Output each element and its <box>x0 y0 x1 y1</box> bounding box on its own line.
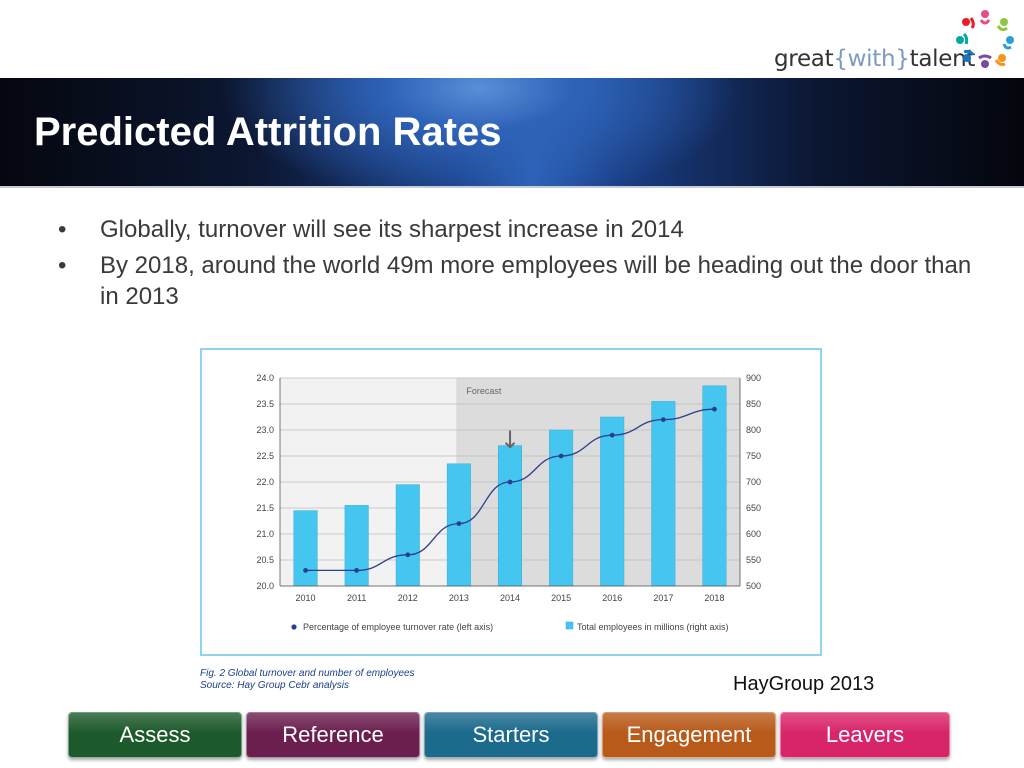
logo-brace-close: } <box>895 46 910 72</box>
right-tick-label: 700 <box>746 477 761 487</box>
nav-assess-button[interactable]: Assess <box>68 712 242 758</box>
bullet-marker: • <box>58 252 67 279</box>
bullet-item: • By 2018, around the world 49m more empl… <box>58 250 978 312</box>
nav-reference-button[interactable]: Reference <box>246 712 420 758</box>
turnover-point-2011 <box>354 568 360 573</box>
left-tick-label: 21.0 <box>256 529 274 539</box>
x-tick-label: 2016 <box>602 593 622 603</box>
bar-2011 <box>344 505 369 587</box>
chart-frame: Forecast ↓ 20.0 20.5 21.0 21.5 22.0 22.5 23.0 23.… <box>200 348 822 656</box>
x-tick-label: 2011 <box>347 593 366 603</box>
left-tick-label: 23.5 <box>256 399 274 409</box>
logo-text-great: great <box>774 46 834 72</box>
bullet-marker: • <box>58 216 67 243</box>
bar-2010 <box>293 510 318 587</box>
bar-2018 <box>702 385 727 587</box>
bar-2017 <box>651 401 676 587</box>
turnover-point-2017 <box>660 417 666 422</box>
nav-starters-button[interactable]: Starters <box>424 712 598 758</box>
bar-2016 <box>600 416 625 587</box>
figure-caption-title: Fig. 2 Global turnover and number of emp… <box>200 668 415 679</box>
right-tick-label: 900 <box>746 373 761 383</box>
bullet-text: By 2018, around the world 49m more emplo… <box>100 252 972 310</box>
legend-line-marker <box>291 624 297 630</box>
nav-leavers-button[interactable]: Leavers <box>780 712 950 758</box>
right-tick-label: 800 <box>746 425 761 435</box>
right-tick-label: 650 <box>746 503 761 513</box>
source-label: HayGroup 2013 <box>733 673 875 695</box>
figure-caption: Fig. 2 Global turnover and number of emp… <box>200 668 415 692</box>
forecast-label: Forecast <box>466 386 502 396</box>
turnover-point-2012 <box>405 552 411 558</box>
turnover-point-2014 <box>507 479 513 485</box>
x-tick-label: 2018 <box>704 593 724 603</box>
turnover-point-2015 <box>558 453 564 459</box>
banner-divider <box>0 186 1024 188</box>
x-tick-label: 2010 <box>296 593 316 603</box>
bullet-text: Globally, turnover will see its sharpest… <box>100 216 684 243</box>
turnover-point-2013 <box>456 521 462 526</box>
nav-engagement-button[interactable]: Engagement <box>602 712 776 758</box>
right-tick-label: 500 <box>746 581 761 591</box>
stage-nav: Assess Reference Starters Engagement Lea… <box>68 712 950 760</box>
x-tick-label: 2015 <box>551 593 571 603</box>
right-tick-label: 850 <box>746 399 761 409</box>
bar-2014 <box>497 445 523 587</box>
nav-reference-label: Reference <box>282 722 384 747</box>
bullet-list: • Globally, turnover will see its sharpes… <box>58 214 978 317</box>
x-tick-label: 2017 <box>653 593 673 603</box>
nav-engagement-label: Engagement <box>626 722 752 747</box>
slide-title: Predicted Attrition Rates <box>34 110 502 154</box>
left-tick-label: 21.5 <box>256 503 274 513</box>
brand-logo: great{with}talent <box>770 8 1020 72</box>
nav-assess-label: Assess <box>119 722 191 747</box>
right-tick-label: 600 <box>746 529 761 539</box>
left-tick-label: 24.0 <box>256 373 274 383</box>
title-banner <box>0 78 1024 186</box>
right-tick-label: 550 <box>746 555 761 565</box>
x-tick-label: 2013 <box>449 593 469 603</box>
legend-bar-marker <box>565 621 574 630</box>
x-tick-label: 2014 <box>500 593 520 603</box>
legend-bar-label: Total employees in millions (right axis) <box>577 622 729 632</box>
x-tick-label: 2012 <box>398 593 418 603</box>
left-tick-label: 20.5 <box>256 555 274 565</box>
nav-leavers-label: Leavers <box>825 722 905 747</box>
left-tick-label: 22.5 <box>256 451 274 461</box>
legend-line-label: Percentage of employee turnover rate (le… <box>303 622 493 632</box>
turnover-point-2018 <box>712 406 717 412</box>
figure-caption-source: Source: Hay Group Cebr analysis <box>200 680 349 691</box>
left-tick-label: 20.0 <box>256 581 274 591</box>
people-ring-icon <box>956 10 1014 68</box>
left-tick-label: 23.0 <box>256 425 274 435</box>
bar-2015 <box>549 429 574 587</box>
turnover-point-2010 <box>303 568 308 573</box>
right-tick-label: 750 <box>746 451 761 461</box>
turnover-chart: Forecast ↓ 20.0 20.5 21.0 21.5 22.0 22.5 23.0 23.… <box>256 373 761 632</box>
logo-brace-open: { <box>833 46 848 72</box>
logo-text-with: with <box>847 46 896 72</box>
nav-starters-label: Starters <box>472 722 550 747</box>
left-tick-label: 22.0 <box>256 477 274 487</box>
turnover-point-2016 <box>609 432 615 438</box>
bar-2012 <box>395 484 420 587</box>
bullet-item: • Globally, turnover will see its sharpes… <box>58 214 978 245</box>
forecast-arrow-icon: ↓ <box>500 426 520 454</box>
logo-wordmark: great{with}talent <box>774 46 975 72</box>
